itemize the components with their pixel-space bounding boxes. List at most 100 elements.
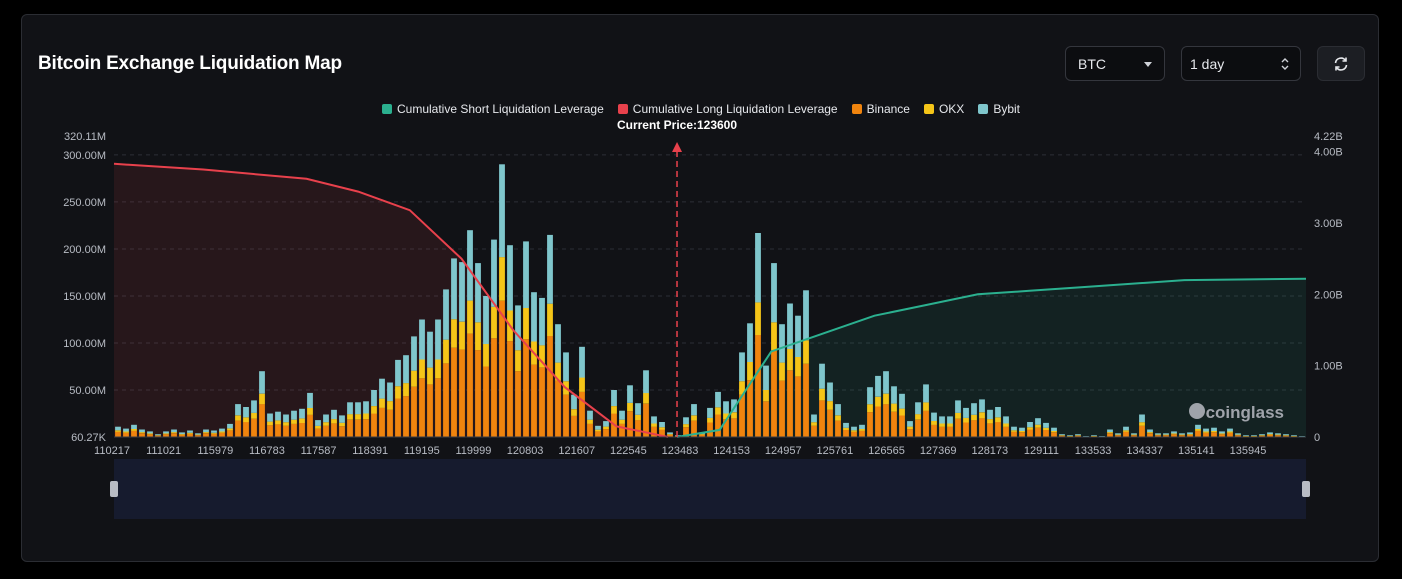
bar-bybit: [651, 416, 657, 424]
bar-binance: [987, 423, 993, 437]
chart-legend: Cumulative Short Liquidation Leverage Cu…: [22, 102, 1380, 116]
interval-select[interactable]: 1 day: [1181, 46, 1301, 81]
bar-okx: [1195, 429, 1201, 431]
bar-bybit: [531, 292, 537, 342]
coin-select[interactable]: BTC: [1065, 46, 1165, 81]
bar-okx: [979, 412, 985, 419]
bar-bybit: [1227, 428, 1233, 432]
x-tick-label: 119195: [404, 445, 440, 457]
bar-binance: [451, 347, 457, 437]
bar-binance: [1267, 434, 1273, 437]
bar-bybit: [683, 417, 689, 425]
bar-binance: [435, 378, 441, 437]
bar-binance: [995, 422, 1001, 437]
bar-bybit: [995, 407, 1001, 418]
bar-bybit: [819, 363, 825, 389]
bar-bybit: [1123, 426, 1129, 431]
bar-binance: [267, 425, 273, 437]
legend-swatch-okx: [923, 104, 934, 114]
bar-okx: [171, 432, 177, 434]
bar-bybit: [547, 234, 553, 304]
legend-item-long[interactable]: Cumulative Long Liquidation Leverage: [617, 102, 838, 116]
bar-binance: [1107, 433, 1113, 437]
bar-okx: [851, 430, 857, 432]
bar-binance: [827, 409, 833, 437]
bar-bybit: [131, 424, 137, 429]
bar-binance: [875, 406, 881, 437]
bar-okx: [1075, 435, 1081, 436]
bar-okx: [1259, 435, 1265, 436]
x-tick-label: 115979: [197, 445, 233, 457]
bar-okx: [491, 306, 497, 339]
bar-bybit: [883, 371, 889, 394]
bar-binance: [643, 403, 649, 437]
bar-okx: [803, 340, 809, 364]
bar-binance: [659, 429, 665, 437]
x-tick-label: 128173: [971, 445, 1008, 457]
bar-bybit: [1067, 435, 1073, 436]
bar-binance: [947, 426, 953, 437]
x-tick-label: 133533: [1075, 445, 1112, 457]
bar-okx: [707, 417, 713, 423]
bar-binance: [379, 407, 385, 437]
legend-item-binance[interactable]: Binance: [851, 102, 910, 116]
bar-binance: [427, 384, 433, 437]
bar-bybit: [203, 429, 209, 433]
bar-binance: [811, 425, 817, 437]
bar-okx: [699, 434, 705, 435]
bar-bybit: [931, 412, 937, 421]
bar-binance: [707, 422, 713, 437]
bar-binance: [579, 391, 585, 437]
zoom-handle-right: [1302, 481, 1310, 497]
bar-binance: [347, 419, 353, 437]
bar-binance: [915, 419, 921, 437]
bar-binance: [1203, 432, 1209, 437]
legend-item-okx[interactable]: OKX: [923, 102, 964, 116]
bar-okx: [651, 423, 657, 427]
bar-binance: [715, 414, 721, 437]
bar-bybit: [1187, 432, 1193, 435]
bar-binance: [523, 339, 529, 437]
bar-okx: [939, 423, 945, 427]
bar-bybit: [747, 323, 753, 362]
bar-bybit: [251, 400, 257, 413]
bar-binance: [395, 398, 401, 437]
x-tick-label: 129111: [1024, 445, 1059, 457]
bar-bybit: [1147, 429, 1153, 433]
long-cumulative-line: [113, 162, 669, 438]
bar-bybit: [787, 303, 793, 349]
bar-binance: [459, 349, 465, 437]
bar-okx: [451, 319, 457, 348]
bar-bybit: [955, 400, 961, 413]
bar-okx: [515, 350, 521, 372]
bar-okx: [1003, 423, 1009, 427]
bar-bybit: [971, 403, 977, 415]
bar-binance: [603, 429, 609, 437]
legend-item-bybit[interactable]: Bybit: [978, 102, 1020, 116]
bar-bybit: [779, 324, 785, 363]
y-right-tick-label: 4.00B: [1314, 147, 1343, 159]
refresh-button[interactable]: [1317, 46, 1365, 81]
bar-okx: [1267, 434, 1273, 435]
bar-bybit: [1211, 427, 1217, 431]
bar-binance: [963, 422, 969, 437]
bar-okx: [267, 421, 273, 426]
bar-binance: [1275, 435, 1281, 437]
bar-bybit: [1179, 433, 1185, 435]
bar-bybit: [395, 359, 401, 387]
bar-bybit: [331, 409, 337, 420]
bar-bybit: [171, 429, 177, 433]
coinglass-logo-icon: [1189, 403, 1205, 419]
bar-bybit: [659, 422, 665, 428]
legend-item-short[interactable]: Cumulative Short Liquidation Leverage: [381, 102, 604, 116]
bar-okx: [667, 434, 673, 435]
bar-bybit: [731, 399, 737, 413]
bar-binance: [171, 433, 177, 437]
bar-bybit: [1027, 422, 1033, 428]
bar-binance: [931, 424, 937, 437]
bar-bybit: [667, 432, 673, 435]
bar-okx: [771, 322, 777, 351]
bar-okx: [1035, 424, 1041, 428]
bar-binance: [851, 431, 857, 437]
bar-okx: [1147, 432, 1153, 434]
